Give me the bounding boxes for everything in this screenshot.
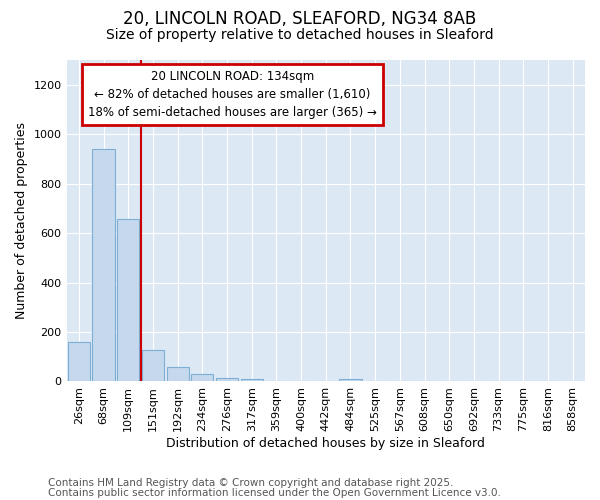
Bar <box>92 149 115 382</box>
Y-axis label: Number of detached properties: Number of detached properties <box>15 122 28 319</box>
Bar <box>340 379 362 382</box>
Text: Size of property relative to detached houses in Sleaford: Size of property relative to detached ho… <box>106 28 494 42</box>
X-axis label: Distribution of detached houses by size in Sleaford: Distribution of detached houses by size … <box>166 437 485 450</box>
Bar <box>142 350 164 382</box>
Bar <box>117 220 139 382</box>
Text: 20, LINCOLN ROAD, SLEAFORD, NG34 8AB: 20, LINCOLN ROAD, SLEAFORD, NG34 8AB <box>124 10 476 28</box>
Bar <box>241 380 263 382</box>
Bar <box>216 378 238 382</box>
Text: Contains HM Land Registry data © Crown copyright and database right 2025.: Contains HM Land Registry data © Crown c… <box>48 478 454 488</box>
Bar <box>191 374 214 382</box>
Bar <box>167 366 189 382</box>
Text: 20 LINCOLN ROAD: 134sqm
← 82% of detached houses are smaller (1,610)
18% of semi: 20 LINCOLN ROAD: 134sqm ← 82% of detache… <box>88 70 377 118</box>
Bar <box>68 342 90 382</box>
Text: Contains public sector information licensed under the Open Government Licence v3: Contains public sector information licen… <box>48 488 501 498</box>
